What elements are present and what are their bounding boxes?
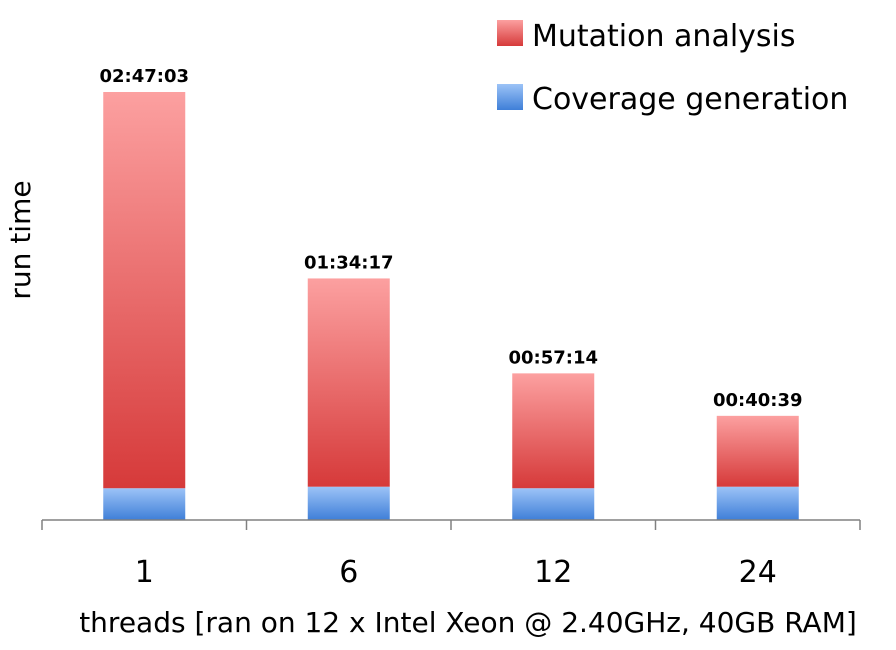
x-axis	[41, 519, 861, 530]
bar-coverage-24	[716, 486, 799, 520]
x-tick-label-6: 6	[339, 555, 358, 590]
bar-coverage-1	[103, 488, 186, 520]
x-tick-label-12: 12	[534, 555, 572, 590]
bar-mutation-1	[103, 92, 186, 489]
bar-mutation-24	[716, 415, 799, 487]
labels-group: 02:47:03 1 01:34:17 6 00:57:14 12 00:40:39 24	[99, 66, 802, 590]
data-label-6: 01:34:17	[304, 252, 394, 273]
bar-coverage-12	[512, 488, 595, 520]
bar-mutation-6	[307, 278, 390, 487]
x-tick-label-24: 24	[739, 555, 777, 590]
legend-label-coverage: Coverage generation	[532, 82, 848, 117]
data-label-12: 00:57:14	[508, 347, 598, 368]
bars-group	[103, 92, 799, 520]
legend-label-mutation: Mutation analysis	[532, 19, 796, 54]
data-label-24: 00:40:39	[713, 390, 803, 411]
x-tick-label-1: 1	[135, 555, 154, 590]
bar-mutation-12	[512, 373, 595, 489]
y-axis-title: run time	[4, 180, 37, 299]
legend: Mutation analysis Coverage generation	[497, 19, 848, 117]
data-label-1: 02:47:03	[99, 66, 189, 87]
legend-swatch-coverage	[497, 84, 523, 110]
bar-coverage-6	[307, 486, 390, 520]
legend-swatch-mutation	[497, 20, 523, 46]
x-axis-title: threads [ran on 12 x Intel Xeon @ 2.40GH…	[79, 606, 857, 639]
